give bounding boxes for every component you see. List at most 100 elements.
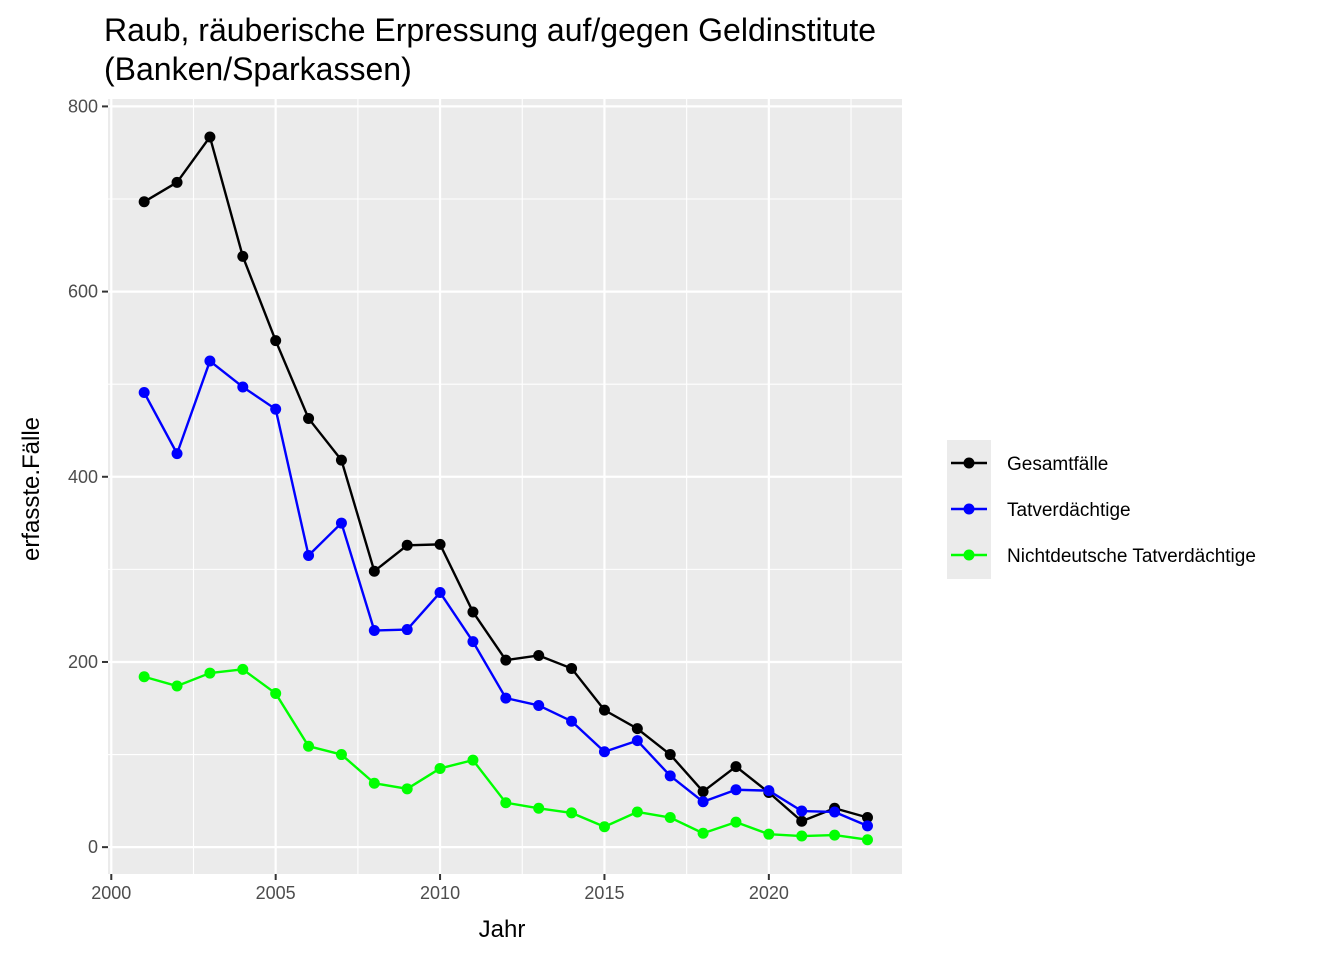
data-point xyxy=(861,812,873,824)
data-point xyxy=(664,812,676,824)
legend-item: Tatverdächtige xyxy=(951,500,1131,521)
data-point xyxy=(368,624,380,636)
x-tick-label: 2010 xyxy=(420,883,460,903)
legend-label: Tatverdächtige xyxy=(1007,500,1131,521)
data-point xyxy=(861,820,873,832)
x-tick-label: 2000 xyxy=(91,883,131,903)
data-point xyxy=(303,412,315,424)
data-point xyxy=(335,454,347,466)
chart-title-line-1: Raub, räuberische Erpressung auf/gegen G… xyxy=(104,12,876,48)
data-point xyxy=(631,723,643,735)
y-tick-label: 400 xyxy=(68,467,98,487)
data-point xyxy=(664,749,676,761)
data-point xyxy=(237,663,249,675)
data-point xyxy=(237,250,249,262)
data-point xyxy=(237,381,249,393)
data-point xyxy=(500,654,512,666)
data-point xyxy=(598,704,610,716)
data-point xyxy=(697,796,709,808)
data-point xyxy=(138,387,150,399)
series-3 xyxy=(138,663,873,846)
data-point xyxy=(171,680,183,692)
series-1 xyxy=(138,131,873,827)
chart-title: Raub, räuberische Erpressung auf/gegen G… xyxy=(104,12,876,87)
data-point xyxy=(401,783,413,795)
x-tick-label: 2015 xyxy=(584,883,624,903)
legend-key-point xyxy=(963,503,975,515)
data-point xyxy=(368,777,380,789)
data-point xyxy=(796,830,808,842)
legend-item: Nichtdeutsche Tatverdächtige xyxy=(951,546,1256,567)
data-point xyxy=(303,740,315,752)
data-point xyxy=(566,807,578,819)
data-point xyxy=(204,667,216,679)
data-point xyxy=(434,538,446,550)
major-gridlines xyxy=(108,99,902,874)
data-point xyxy=(204,131,216,143)
data-point xyxy=(763,785,775,797)
data-point xyxy=(303,549,315,561)
x-tick-label: 2005 xyxy=(256,883,296,903)
data-point xyxy=(434,762,446,774)
data-point xyxy=(763,828,775,840)
data-point xyxy=(861,834,873,846)
data-point xyxy=(796,805,808,817)
x-tick-label: 2020 xyxy=(749,883,789,903)
data-point xyxy=(829,806,841,818)
x-axis-title: Jahr xyxy=(479,916,526,943)
y-tick-label: 0 xyxy=(88,837,98,857)
data-point xyxy=(138,196,150,208)
data-point xyxy=(467,754,479,766)
data-point xyxy=(796,815,808,827)
y-axis: 0 200 400 600 800 xyxy=(68,96,108,857)
x-axis: 2000 2005 2010 2015 2020 xyxy=(91,874,789,903)
chart-title-line-2: (Banken/Sparkassen) xyxy=(104,51,412,87)
legend: Gesamtfälle Tatverdächtige Nichtdeutsche T… xyxy=(947,440,1256,579)
legend-key-point xyxy=(963,457,975,469)
legend-item: Gesamtfälle xyxy=(951,454,1108,475)
data-point xyxy=(631,735,643,747)
data-point xyxy=(533,802,545,814)
data-point xyxy=(697,827,709,839)
data-point xyxy=(401,624,413,636)
data-point xyxy=(171,448,183,460)
data-point xyxy=(434,587,446,599)
data-point xyxy=(664,770,676,782)
y-tick-label: 800 xyxy=(68,96,98,116)
data-point xyxy=(533,649,545,661)
data-point xyxy=(335,517,347,529)
data-point xyxy=(138,671,150,683)
data-point xyxy=(697,786,709,798)
data-point xyxy=(566,662,578,674)
series-2 xyxy=(138,355,873,832)
data-point xyxy=(533,699,545,711)
data-point xyxy=(467,636,479,648)
series-layer xyxy=(138,131,873,846)
data-point xyxy=(500,692,512,704)
data-point xyxy=(270,335,282,347)
data-point xyxy=(598,821,610,833)
data-point xyxy=(270,687,282,699)
data-point xyxy=(598,746,610,758)
data-point xyxy=(467,606,479,618)
data-point xyxy=(204,355,216,367)
minor-gridlines xyxy=(108,99,902,874)
plot-panel xyxy=(108,99,902,874)
data-point xyxy=(730,816,742,828)
y-tick-label: 600 xyxy=(68,282,98,302)
data-point xyxy=(171,176,183,188)
data-point xyxy=(368,565,380,577)
data-point xyxy=(270,403,282,415)
data-point xyxy=(730,784,742,796)
legend-label: Gesamtfälle xyxy=(1007,454,1108,475)
data-point xyxy=(631,806,643,818)
legend-key-point xyxy=(963,549,975,561)
data-point xyxy=(500,797,512,809)
data-point xyxy=(566,715,578,727)
data-point xyxy=(335,749,347,761)
legend-label: Nichtdeutsche Tatverdächtige xyxy=(1007,546,1256,567)
y-tick-label: 200 xyxy=(68,652,98,672)
data-point xyxy=(829,829,841,841)
y-axis-title: erfasste.Fälle xyxy=(18,417,45,561)
